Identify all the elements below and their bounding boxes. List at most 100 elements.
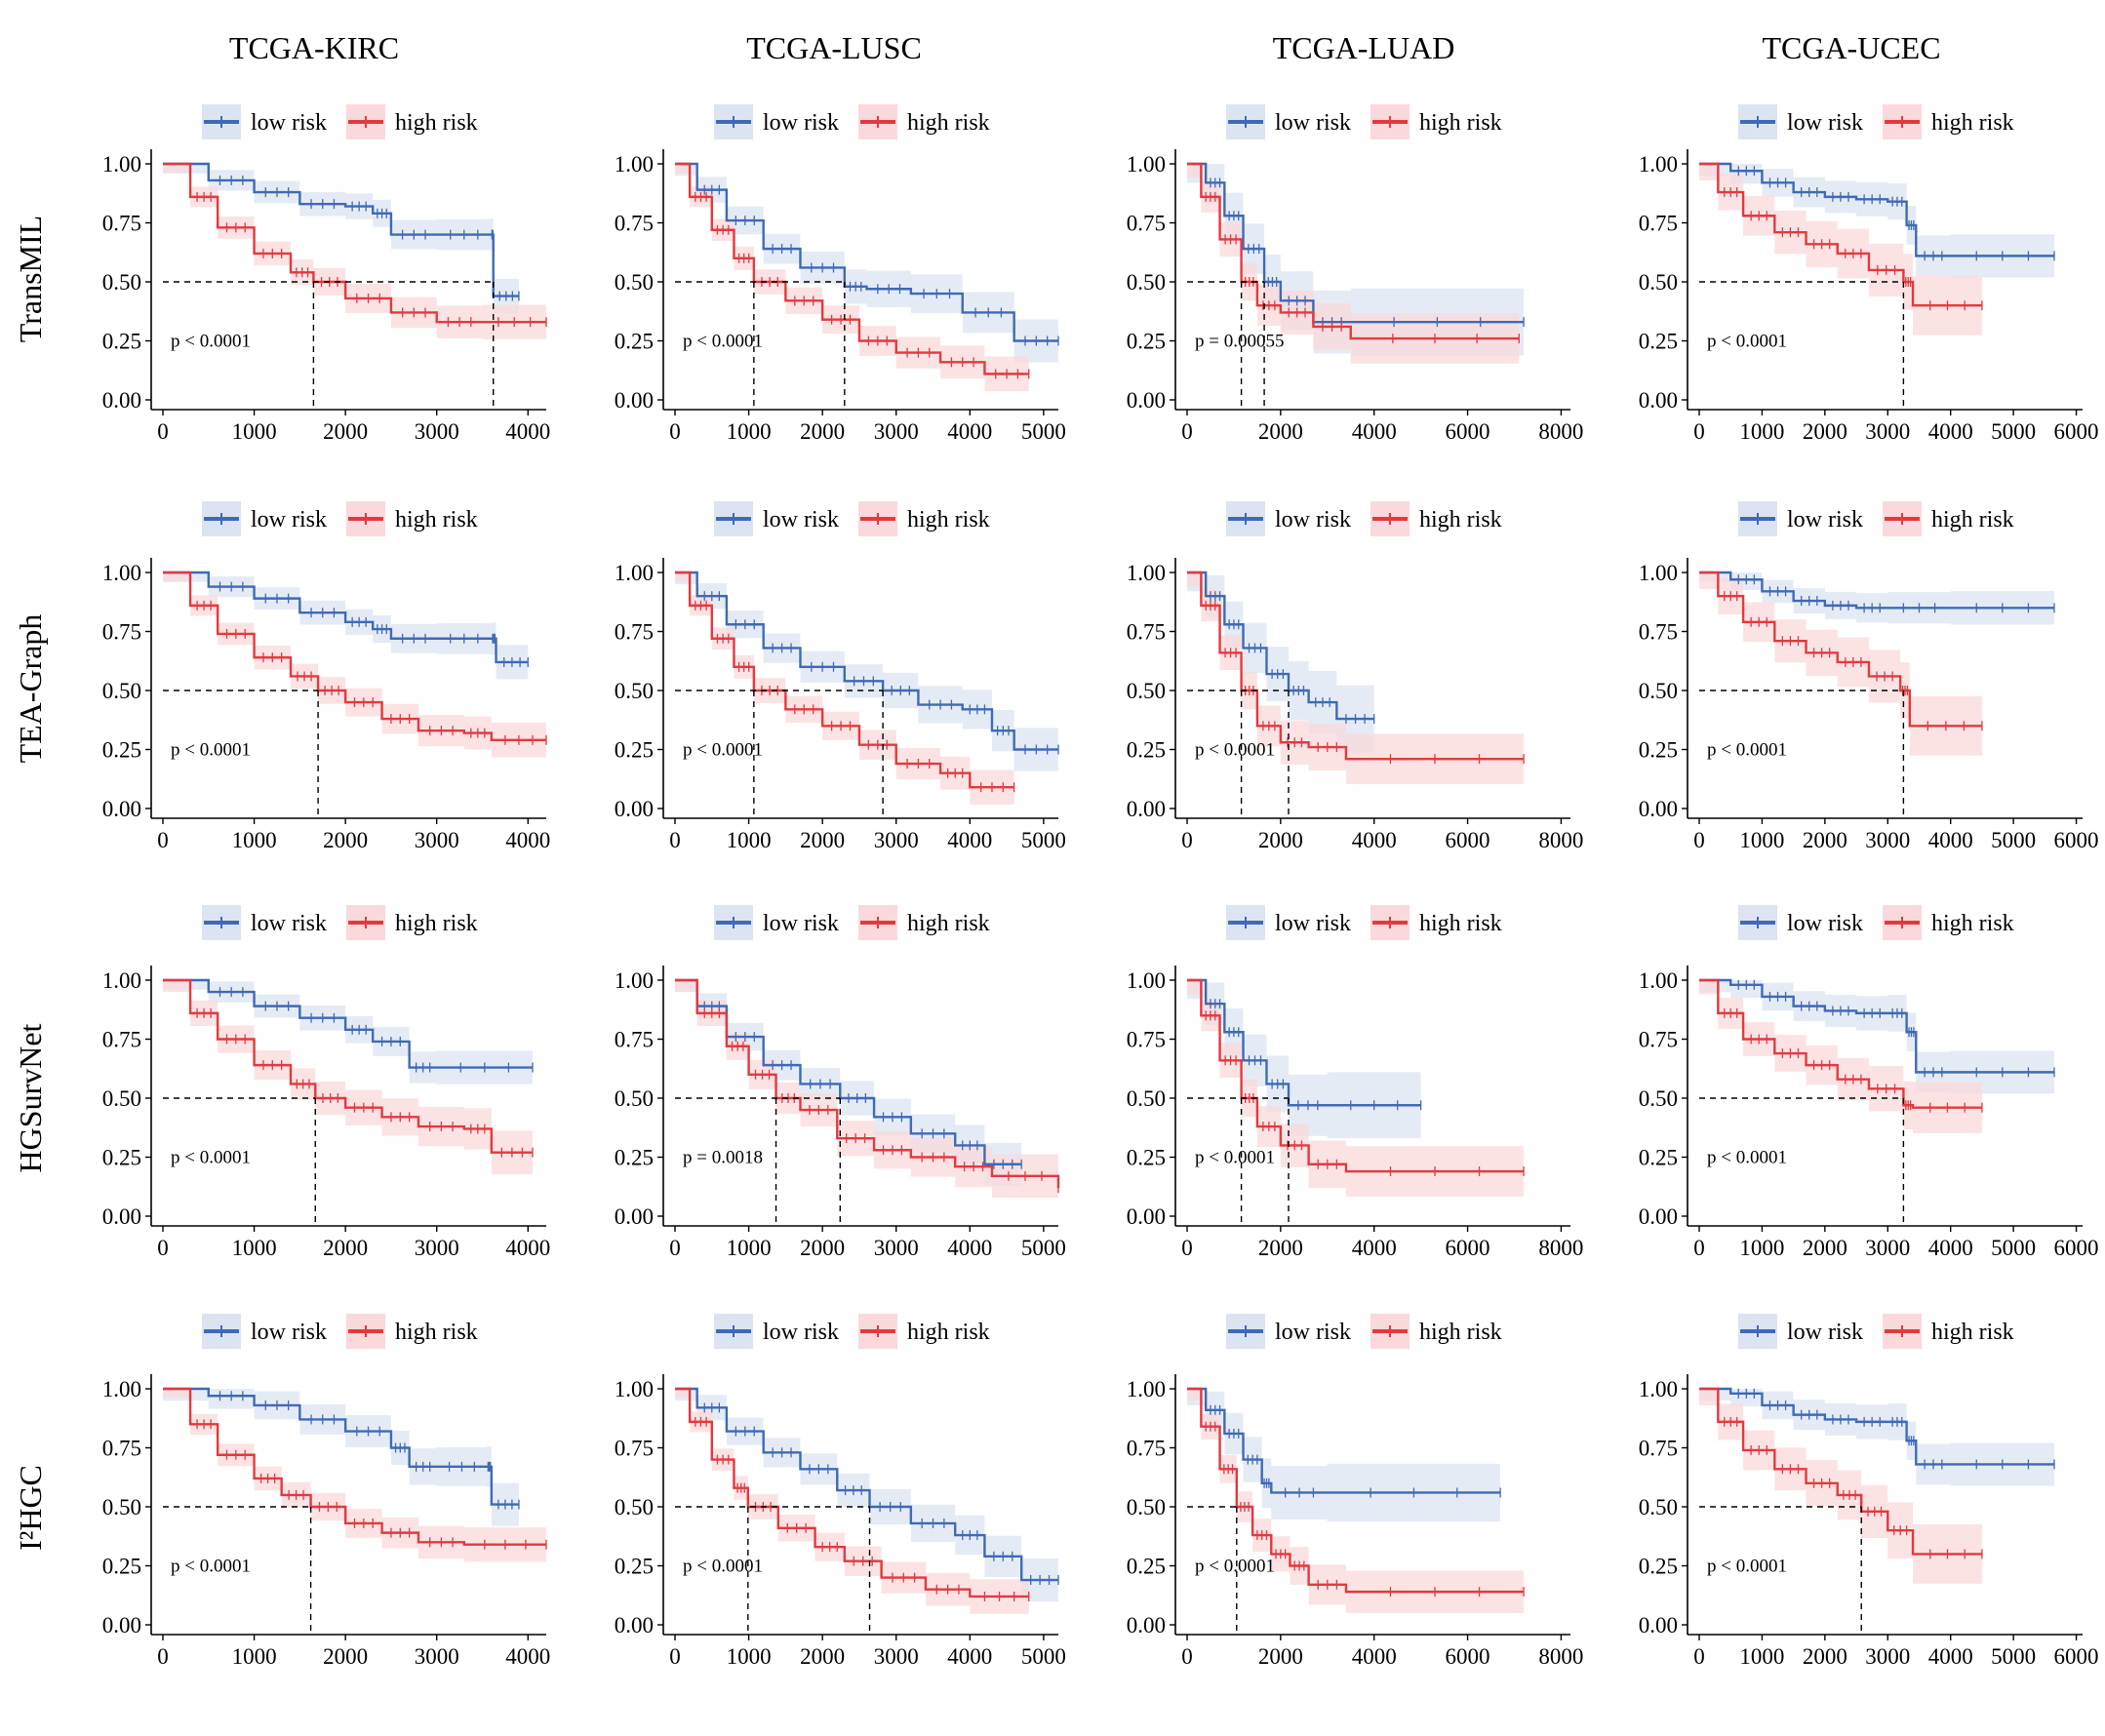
x-tick-label: 0: [669, 419, 681, 444]
x-tick-label: 1000: [232, 1644, 277, 1669]
y-tick-label: 0.00: [615, 1613, 654, 1637]
km-panel: low risk high risk 0.00 0.25 0.50 0.75 1.00 0 10…: [102, 905, 550, 1260]
km-panel: low risk high risk 0.00 0.25 0.50 0.75 1.00 0 20…: [1127, 905, 1583, 1260]
legend: low risk high risk: [1738, 905, 2014, 940]
legend: low risk high risk: [714, 501, 990, 536]
x-tick-label: 2000: [1258, 1644, 1303, 1669]
x-tick-label: 3000: [1865, 1644, 1910, 1669]
column-title-kirc: TCGA-KIRC: [229, 30, 399, 65]
y-tick-label: 0.25: [1127, 1146, 1166, 1170]
ci-band-low: [1187, 1389, 1501, 1524]
y-tick-label: 0.75: [615, 1028, 654, 1052]
p-value-label: p < 0.0001: [1707, 740, 1787, 761]
x-tick-label: 3000: [415, 419, 459, 444]
x-tick-label: 3000: [1865, 1236, 1910, 1260]
x-tick-label: 0: [157, 1644, 169, 1669]
ci-band-low: [1187, 164, 1525, 358]
ci-band-high: [1187, 1389, 1525, 1615]
x-tick-label: 2000: [800, 419, 845, 444]
y-tick-label: 1.00: [615, 152, 654, 177]
y-tick-label: 0.75: [1639, 1028, 1678, 1052]
y-tick-label: 0.50: [1127, 1495, 1166, 1519]
y-tick-label: 1.00: [615, 968, 654, 993]
y-tick-label: 0.25: [615, 738, 654, 763]
km-panel: low risk high risk 0.00 0.25 0.50 0.75 1.00 0 10…: [1639, 104, 2099, 444]
legend-low-label: low risk: [1275, 110, 1351, 136]
legend-low-label: low risk: [251, 911, 327, 936]
y-tick-label: 0.00: [102, 1613, 141, 1637]
y-tick-label: 0.75: [1639, 212, 1678, 236]
legend: low risk high risk: [1226, 1314, 1502, 1349]
legend-low-label: low risk: [1787, 911, 1863, 936]
legend-high-label: high risk: [1931, 1320, 2014, 1345]
x-tick-label: 5000: [1021, 1236, 1066, 1260]
x-tick-label: 2000: [800, 1644, 845, 1669]
legend: low risk high risk: [1226, 905, 1502, 940]
ci-band-low: [675, 572, 1058, 772]
km-panel: low risk high risk 0.00 0.25 0.50 0.75 1.00 0 10…: [1639, 905, 2099, 1260]
x-tick-label: 0: [669, 828, 681, 852]
legend-high-label: high risk: [1931, 110, 2014, 136]
legend-low-label: low risk: [1787, 507, 1863, 533]
legend: low risk high risk: [1738, 104, 2014, 139]
x-tick-label: 6000: [1446, 419, 1490, 444]
ci-band-high: [1699, 980, 1982, 1135]
x-tick-label: 2000: [1258, 419, 1303, 444]
x-tick-label: 6000: [1446, 1236, 1490, 1260]
x-tick-label: 3000: [874, 828, 919, 852]
x-tick-label: 5000: [1991, 828, 2036, 852]
x-tick-label: 2000: [1803, 419, 1847, 444]
x-tick-label: 3000: [874, 1236, 919, 1260]
p-value-label: p < 0.0001: [171, 740, 251, 761]
legend-high-label: high risk: [907, 911, 990, 936]
legend-high-label: high risk: [907, 507, 990, 533]
legend-high-label: high risk: [1419, 1320, 1502, 1345]
p-value-label: p < 0.0001: [1195, 1557, 1275, 1577]
x-tick-label: 0: [1693, 828, 1705, 852]
legend: low risk high risk: [714, 104, 990, 139]
y-tick-label: 0.25: [1639, 330, 1678, 354]
y-tick-label: 0.00: [615, 388, 654, 413]
column-title-lusc: TCGA-LUSC: [746, 30, 922, 65]
y-tick-label: 1.00: [102, 561, 141, 585]
y-tick-label: 0.50: [615, 1086, 654, 1111]
x-tick-label: 6000: [2054, 828, 2099, 852]
row-title-transmil: TransMIL: [13, 216, 48, 342]
x-tick-label: 3000: [1865, 828, 1910, 852]
y-tick-label: 0.50: [615, 679, 654, 703]
x-tick-label: 1000: [1739, 1236, 1784, 1260]
x-tick-label: 2000: [323, 1236, 368, 1260]
x-tick-label: 5000: [1991, 419, 2036, 444]
survival-curve-high: [163, 162, 546, 324]
y-tick-label: 1.00: [102, 1377, 141, 1401]
legend-high-label: high risk: [907, 1320, 990, 1345]
ci-band-low: [1187, 572, 1374, 755]
y-tick-label: 0.00: [102, 797, 141, 821]
x-tick-label: 4000: [1928, 1644, 1973, 1669]
x-tick-label: 6000: [1446, 1644, 1490, 1669]
x-tick-label: 2000: [800, 1236, 845, 1260]
x-tick-label: 5000: [1021, 419, 1066, 444]
p-value-label: p < 0.0001: [171, 1557, 251, 1577]
x-tick-label: 5000: [1991, 1236, 2036, 1260]
km-panel: low risk high risk 0.00 0.25 0.50 0.75 1.00 0 10…: [615, 104, 1066, 444]
y-tick-label: 0.00: [1639, 797, 1678, 821]
survival-curve-low: [675, 978, 1022, 1165]
legend-low-label: low risk: [763, 1320, 839, 1345]
row-title-tea-graph: TEA-Graph: [13, 614, 48, 764]
y-tick-label: 0.25: [102, 1146, 141, 1170]
column-title-ucec: TCGA-UCEC: [1762, 30, 1940, 65]
x-tick-label: 2000: [323, 1644, 368, 1669]
y-tick-label: 0.75: [1639, 1437, 1678, 1461]
x-tick-label: 5000: [1021, 828, 1066, 852]
x-tick-label: 0: [1693, 419, 1705, 444]
y-tick-label: 0.25: [102, 738, 141, 763]
y-tick-label: 1.00: [102, 152, 141, 177]
x-tick-label: 0: [1181, 1236, 1193, 1260]
y-tick-label: 0.50: [615, 270, 654, 295]
ci-band-high: [1699, 572, 1982, 758]
p-value-label: p < 0.0001: [683, 1557, 763, 1577]
y-tick-label: 0.50: [1639, 1086, 1678, 1111]
y-tick-label: 0.50: [1127, 270, 1166, 295]
